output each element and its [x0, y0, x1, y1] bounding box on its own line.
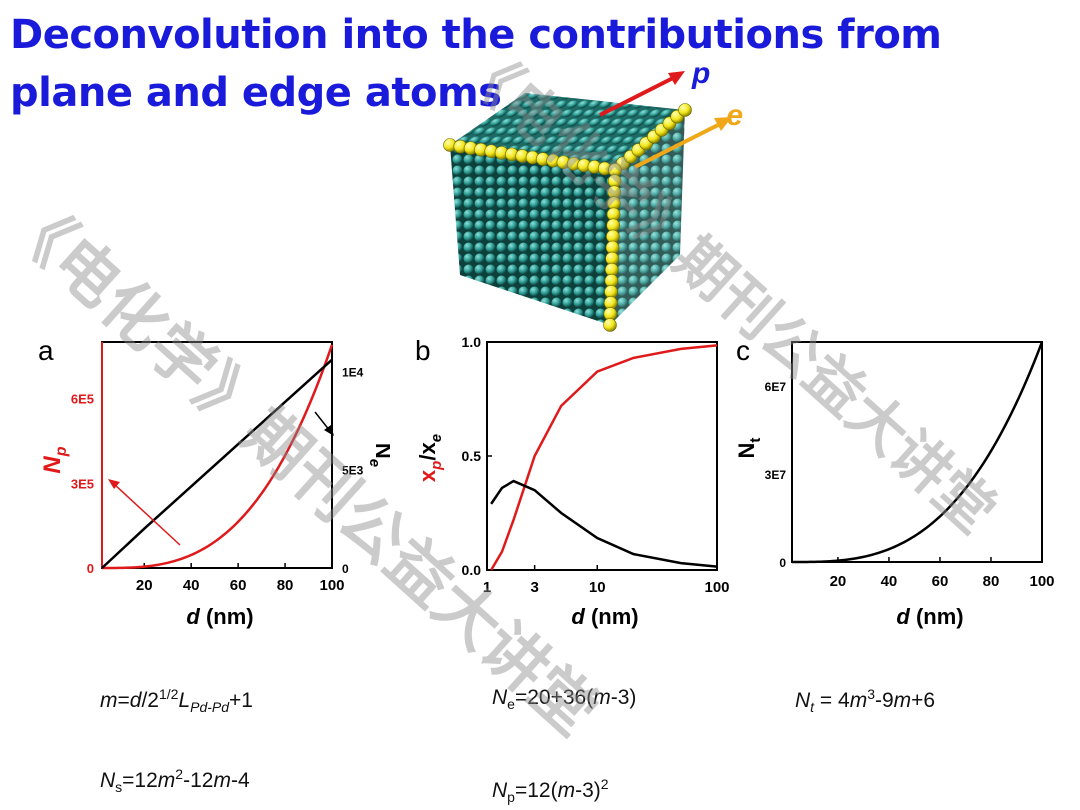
- arrow-p-head: [668, 71, 685, 85]
- panel-a-xticks: 20 40 60 80 100: [136, 563, 345, 594]
- label-e: e: [726, 99, 743, 132]
- panel-a-ytick-left-label: 6E5: [71, 392, 94, 407]
- formula-m: m=d/21/2LPd-Pd+1: [100, 686, 253, 716]
- panel-c-xtick-label: 40: [881, 573, 898, 590]
- edge-atom-41: [603, 318, 617, 332]
- panel-b-plot-frame: [486, 341, 718, 571]
- panel-c-xticks: 20 40 60 80 100: [830, 557, 1055, 590]
- slide-title: Deconvolution into the contributions fro…: [10, 12, 942, 116]
- panel-c-ytick-label: 3E7: [765, 468, 787, 482]
- formula-nt: Nt = 4m3-9m+6: [795, 686, 936, 716]
- panel-a-plot-frame: [101, 341, 333, 569]
- panel-b-xtick-label: 100: [704, 579, 729, 596]
- panel-a-arrow-black-head: [324, 425, 334, 436]
- formula-ne: Ne=20+36(m-3): [492, 686, 637, 713]
- panel-a-arrow-red: [113, 483, 181, 546]
- panel-b-xticks: 1 3 10 100: [483, 565, 730, 596]
- panel-c: c 20 40 60 80 100 0 3E7 6E7 d (nm) Nt: [734, 335, 1055, 629]
- panel-c-xlabel: d (nm): [896, 604, 963, 629]
- panel-b-ylabel: xp/xe: [415, 434, 445, 482]
- panel-b-yticks: 0.0 0.5 1.0: [462, 334, 492, 578]
- panel-c-letter: c: [736, 335, 750, 366]
- panel-a-xtick-label: 40: [183, 577, 200, 594]
- label-p: p: [691, 57, 710, 90]
- panel-b-ytick-label: 0.0: [462, 562, 482, 578]
- panel-c-yticks: 0 3E7 6E7: [765, 380, 787, 570]
- formula-np: Np=12(m-3)2: [492, 776, 609, 806]
- panel-a-xtick-label: 20: [136, 577, 153, 594]
- panel-a-xlabel: d (nm): [186, 604, 253, 629]
- arrow-e-head: [714, 117, 732, 131]
- panel-c-plot-frame: [791, 341, 1043, 563]
- panel-a-ylabel-left: Np: [39, 446, 70, 473]
- cube-left-face: [450, 145, 615, 325]
- panel-a-yticks-right: 0 5E3 1E4: [342, 365, 364, 576]
- panel-a-arrow-red-head: [108, 479, 120, 489]
- panel-b-xtick-label: 3: [530, 579, 538, 596]
- panel-b-xtick-label: 1: [483, 579, 491, 596]
- panel-c-xtick-label: 100: [1029, 573, 1054, 590]
- panel-a-xtick-label: 80: [277, 577, 294, 594]
- edge-atom-26: [678, 103, 692, 117]
- panel-a-xtick-label: 100: [319, 577, 344, 594]
- panel-b-xtick-label: 10: [589, 579, 606, 596]
- panel-a-yticks-left: 0 3E5 6E5: [71, 392, 94, 577]
- arrow-p: [599, 75, 676, 117]
- panel-c-ytick-label: 0: [779, 556, 786, 570]
- arrow-e: [634, 121, 723, 169]
- panel-c-xtick-label: 60: [932, 573, 949, 590]
- panel-b-ytick-label: 0.5: [462, 448, 482, 464]
- panel-b-line-xe: [490, 479, 718, 568]
- panel-a-xtick-label: 60: [230, 577, 247, 594]
- panel-a-ytick-left-label: 0: [87, 561, 94, 576]
- panel-c-ytick-label: 6E7: [765, 380, 787, 394]
- cube-illustration: p e: [443, 57, 743, 332]
- panel-a-ylabel-right: Ne: [366, 443, 390, 467]
- panel-c-xtick-label: 80: [983, 573, 1000, 590]
- formula-ns: Ns=12m2-12m-4: [100, 766, 250, 796]
- panel-b: b 1 3 10 100 0.0 0.5 1.0 d (nm) xp/xe: [415, 334, 730, 629]
- panel-b-letter: b: [415, 335, 431, 366]
- panel-b-ytick-label: 1.0: [462, 334, 482, 350]
- panel-c-xtick-label: 20: [830, 573, 847, 590]
- panel-a-line-np: [101, 344, 334, 570]
- panel-a-line-ne: [101, 358, 333, 569]
- panel-a-ytick-left-label: 3E5: [71, 476, 94, 491]
- panel-a-letter: a: [38, 335, 54, 366]
- panel-a-ytick-right-label: 0: [342, 562, 349, 576]
- panel-a-ytick-right-label: 5E3: [342, 464, 364, 478]
- panel-b-line-xp: [490, 344, 718, 571]
- panel-c-ylabel: Nt: [734, 438, 764, 459]
- cube-edge-atoms: [443, 103, 692, 332]
- panel-b-xlabel: d (nm): [571, 604, 638, 629]
- panel-c-line-nt: [791, 341, 1044, 564]
- panel-a-ytick-right-label: 1E4: [342, 365, 364, 379]
